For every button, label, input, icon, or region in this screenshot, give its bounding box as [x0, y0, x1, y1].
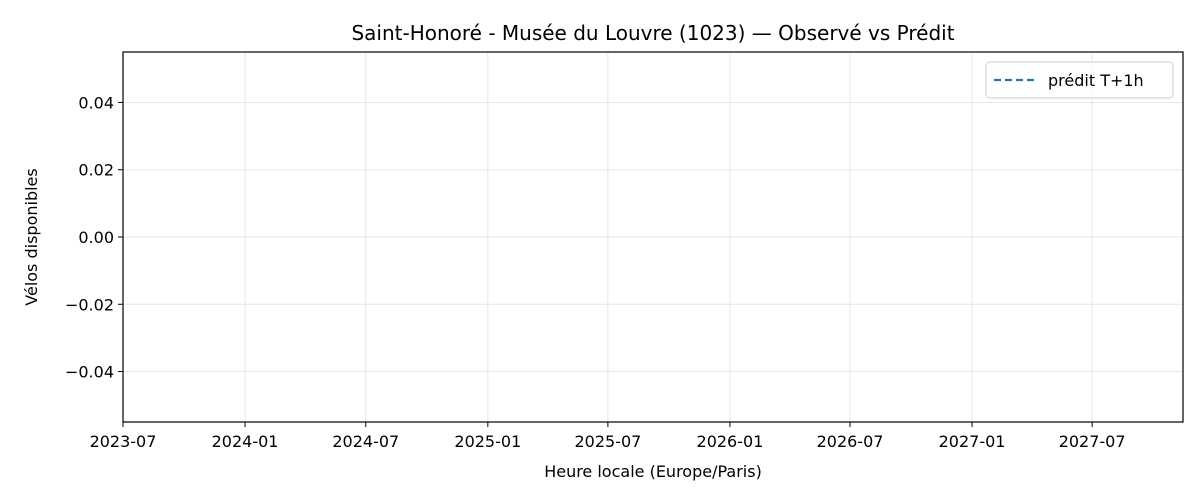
grid-lines	[122, 52, 1183, 422]
x-tick-label: 2026-01	[697, 432, 764, 451]
y-tick-label: 0.04	[78, 93, 114, 112]
x-tick-label: 2027-01	[939, 432, 1006, 451]
x-axis-label: Heure locale (Europe/Paris)	[544, 462, 762, 481]
y-axis-label: Vélos disponibles	[22, 168, 41, 305]
x-tick-label: 2023-07	[90, 432, 157, 451]
y-tick-label: 0.02	[78, 161, 114, 180]
y-axis-ticks: 0.04 0.02 0.00 −0.02 −0.04	[65, 93, 123, 382]
x-tick-label: 2027-07	[1059, 432, 1126, 451]
y-tick-label: −0.02	[65, 295, 114, 314]
legend-box	[985, 61, 1174, 99]
x-tick-label: 2025-01	[454, 432, 521, 451]
chart-title: Saint-Honoré - Musée du Louvre (1023) — …	[351, 21, 954, 45]
legend-label-predit: prédit T+1h	[1048, 71, 1144, 90]
y-tick-label: −0.04	[65, 363, 114, 382]
y-tick-label: 0.00	[78, 228, 114, 247]
x-axis-ticks: 2023-07 2024-01 2024-07 2025-01 2025-07 2026-…	[90, 422, 1126, 451]
x-tick-label: 2026-07	[817, 432, 884, 451]
x-tick-label: 2025-07	[574, 432, 641, 451]
x-tick-label: 2024-07	[332, 432, 399, 451]
legend: prédit T+1h	[985, 61, 1174, 99]
x-tick-label: 2024-01	[212, 432, 279, 451]
